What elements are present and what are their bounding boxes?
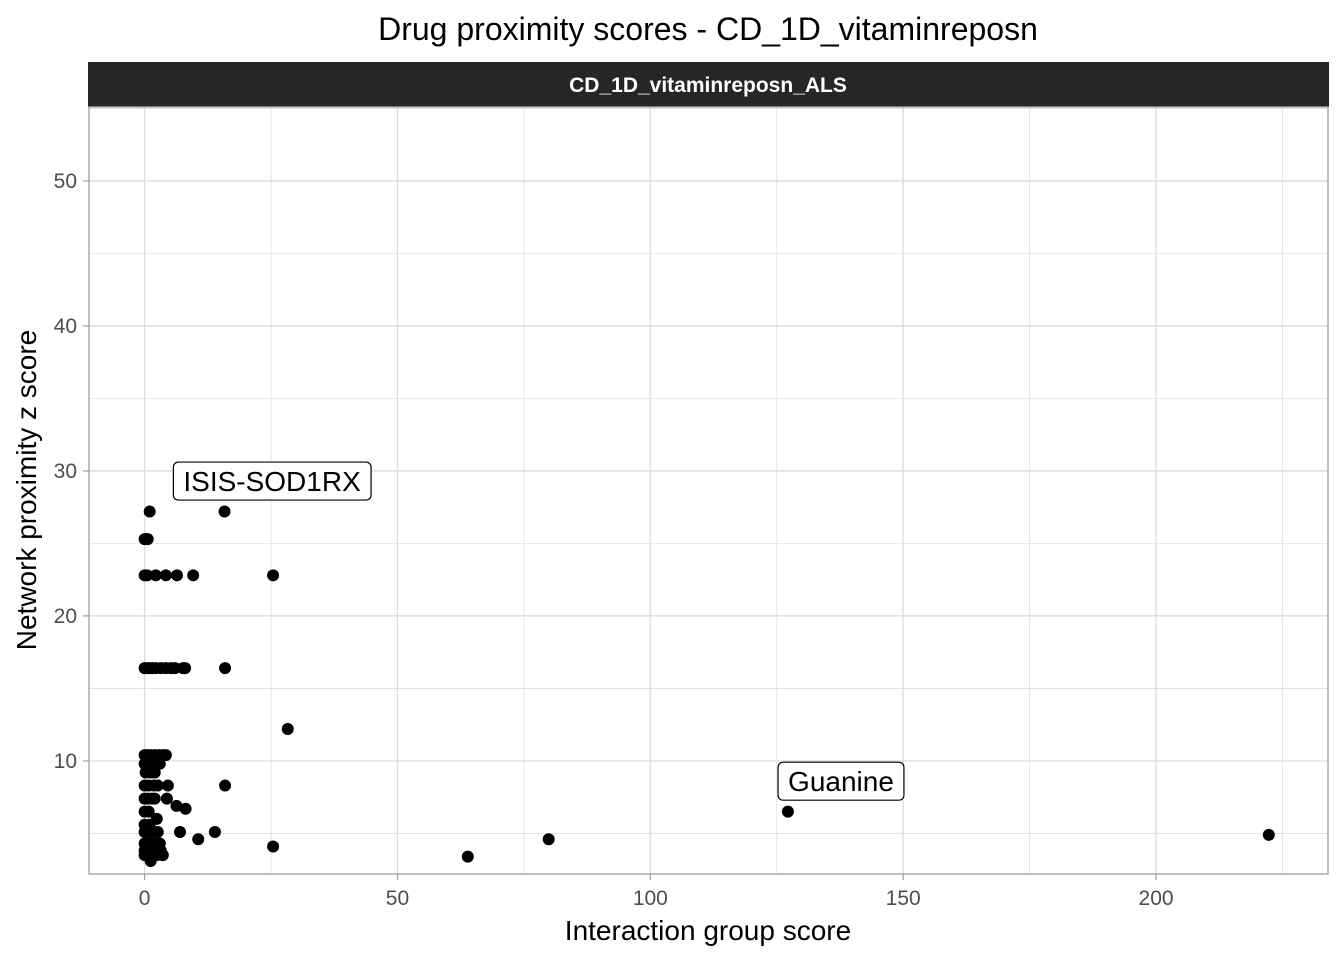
data-point (461, 850, 474, 863)
data-point (141, 569, 154, 582)
data-point (153, 757, 166, 770)
x-axis-label: Interaction group score (565, 915, 851, 946)
plot-border (88, 106, 1329, 875)
data-point (1262, 828, 1275, 841)
annotation-box (777, 761, 905, 801)
x-tick-label: 150 (886, 887, 921, 910)
x-tick-label: 0 (139, 887, 151, 910)
data-point (151, 825, 164, 838)
facet-label: CD_1D_vitaminreposn_ALS (569, 74, 847, 97)
data-point (542, 833, 555, 846)
annotation-label: Guanine (777, 761, 905, 801)
data-point (148, 792, 161, 805)
annotation-label: ISIS-SOD1RX (172, 461, 372, 501)
x-tick-label: 100 (633, 887, 668, 910)
data-point (267, 569, 280, 582)
data-point (144, 854, 157, 867)
y-tick-label: 30 (54, 460, 77, 483)
data-point (159, 749, 172, 762)
data-point (159, 569, 172, 582)
data-point (151, 779, 164, 792)
data-point (219, 779, 232, 792)
data-point (148, 766, 161, 779)
data-point (218, 505, 231, 518)
x-tick-label: 200 (1139, 887, 1174, 910)
chart-title: Drug proximity scores - CD_1D_vitaminrep… (378, 11, 1038, 47)
data-point (149, 569, 162, 582)
data-point (179, 662, 192, 675)
annotation-text: ISIS-SOD1RX (183, 466, 361, 497)
data-point (187, 569, 200, 582)
y-tick-label: 10 (54, 750, 77, 773)
annotation-text: Guanine (788, 766, 894, 797)
y-tick-label: 40 (54, 315, 77, 338)
data-point (174, 825, 187, 838)
data-point (160, 792, 173, 805)
data-point (267, 840, 280, 853)
data-point (143, 505, 156, 518)
facet-strip (88, 62, 1329, 107)
annotation-box (172, 461, 372, 501)
x-tick-label: 50 (386, 887, 409, 910)
data-point (156, 849, 169, 862)
data-point (219, 662, 232, 675)
axes: 0 50 100 150 200 10 20 30 40 50 (54, 170, 1174, 910)
gridlines (89, 107, 1328, 874)
data-point (192, 833, 205, 846)
y-tick-label: 50 (54, 170, 77, 193)
data-point (208, 825, 221, 838)
data-points (138, 505, 1275, 867)
data-point (781, 805, 794, 818)
data-point (141, 533, 154, 546)
data-point (161, 779, 174, 792)
data-point (179, 802, 192, 815)
data-point (281, 723, 294, 736)
data-point (170, 569, 183, 582)
y-axis-label: Network proximity z score (11, 330, 42, 651)
annotations: ISIS-SOD1RX Guanine (172, 461, 905, 801)
y-tick-label: 20 (54, 605, 77, 628)
data-point (142, 805, 155, 818)
data-point (170, 799, 183, 812)
